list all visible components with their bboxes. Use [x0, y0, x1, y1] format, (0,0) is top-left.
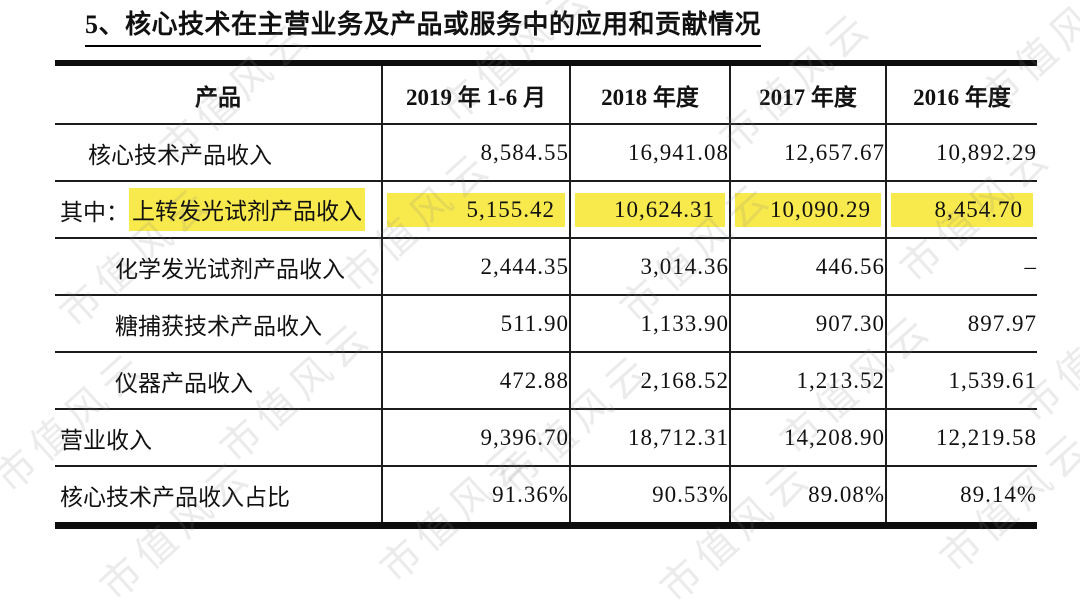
row-label: 仪器产品收入: [115, 370, 253, 396]
cell-value: –: [885, 237, 1037, 295]
table-row: 核心技术产品收入占比 91.36% 90.53% 89.08% 89.14%: [55, 465, 1037, 526]
cell-value: 897.97: [885, 294, 1037, 352]
cell-value: 8,584.55: [381, 123, 570, 181]
column-header-2019h1: 2019 年 1-6 月: [381, 63, 570, 124]
row-label: 营业收入: [60, 427, 152, 453]
cell-value: 8,454.70: [891, 192, 1033, 227]
cell-value: 472.88: [381, 351, 570, 409]
column-header-2016: 2016 年度: [885, 63, 1037, 124]
row-label: 上转发光试剂产品收入: [129, 188, 365, 231]
cell-value: 89.14%: [885, 465, 1037, 526]
column-header-2017: 2017 年度: [729, 63, 886, 124]
table-row: 仪器产品收入 472.88 2,168.52 1,213.52 1,539.61: [55, 351, 1037, 409]
cell-value: 12,657.67: [729, 123, 886, 181]
cell-value: 907.30: [729, 294, 886, 352]
column-header-2018: 2018 年度: [569, 63, 730, 124]
cell-value: 90.53%: [569, 465, 730, 526]
cell-value: 14,208.90: [729, 408, 886, 466]
cell-value: 5,155.42: [387, 192, 565, 227]
cell-value: 16,941.08: [569, 123, 730, 181]
cell-value: 12,219.58: [885, 408, 1037, 466]
table-row: 化学发光试剂产品收入 2,444.35 3,014.36 446.56 –: [55, 237, 1037, 295]
cell-value: 1,133.90: [569, 294, 730, 352]
cell-value: 3,014.36: [569, 237, 730, 295]
cell-value: 10,090.29: [735, 192, 881, 227]
cell-value: 446.56: [729, 237, 886, 295]
cell-value: 511.90: [381, 294, 570, 352]
cell-value: 1,539.61: [885, 351, 1037, 409]
row-label-prefix: 其中：: [60, 199, 129, 225]
cell-value: 9,396.70: [381, 408, 570, 466]
cell-value: 91.36%: [381, 465, 570, 526]
table-row: 营业收入 9,396.70 18,712.31 14,208.90 12,219…: [55, 408, 1037, 466]
row-label: 糖捕获技术产品收入: [115, 313, 322, 339]
row-label: 核心技术产品收入: [88, 142, 272, 168]
cell-value: 2,168.52: [569, 351, 730, 409]
column-header-product: 产品: [195, 84, 241, 110]
cell-value: 2,444.35: [381, 237, 570, 295]
table-header-row: 产品 2019 年 1-6 月 2018 年度 2017 年度 2016 年度: [55, 63, 1037, 124]
table-row: 糖捕获技术产品收入 511.90 1,133.90 907.30 897.97: [55, 294, 1037, 352]
section-title: 5、核心技术在主营业务及产品或服务中的应用和贡献情况: [85, 8, 762, 47]
core-tech-revenue-table: 产品 2019 年 1-6 月 2018 年度 2017 年度 2016 年度 …: [55, 60, 1037, 529]
table-row-highlighted: 其中： 上转发光试剂产品收入 5,155.42 10,624.31 10,090.…: [55, 180, 1037, 238]
row-label: 核心技术产品收入占比: [60, 484, 290, 510]
cell-value: 18,712.31: [569, 408, 730, 466]
cell-value: 89.08%: [729, 465, 886, 526]
cell-value: 10,624.31: [575, 192, 725, 227]
cell-value: 10,892.29: [885, 123, 1037, 181]
table-row: 核心技术产品收入 8,584.55 16,941.08 12,657.67 10…: [55, 123, 1037, 181]
cell-value: 1,213.52: [729, 351, 886, 409]
row-label: 化学发光试剂产品收入: [115, 256, 345, 282]
